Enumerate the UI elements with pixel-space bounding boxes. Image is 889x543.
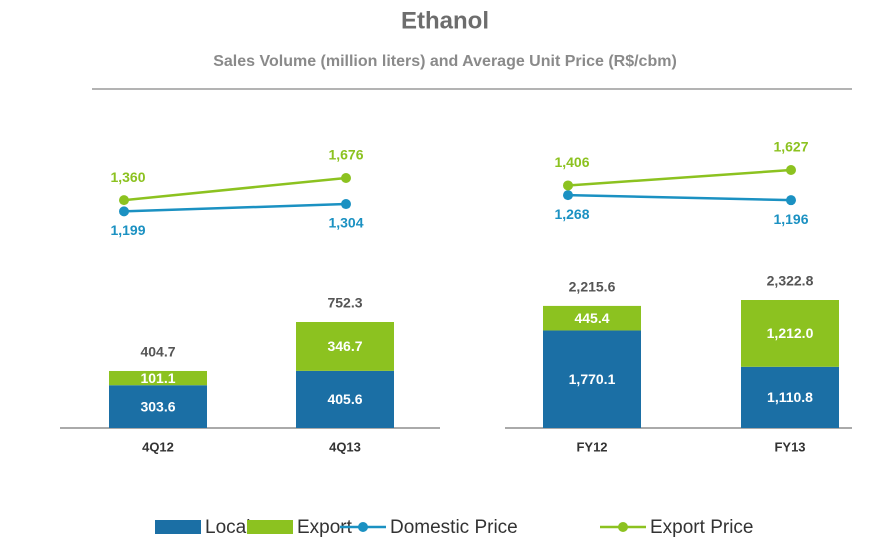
price-point <box>786 195 796 206</box>
chart-subtitle: Sales Volume (million liters) and Averag… <box>213 53 677 70</box>
price-label: 1,196 <box>773 211 808 227</box>
price-line <box>123 202 347 213</box>
legend-dot <box>358 522 368 532</box>
price-label: 1,199 <box>110 222 145 238</box>
legend-label: Local <box>205 517 250 538</box>
price-label: 1,406 <box>554 154 589 170</box>
price-point <box>563 180 573 191</box>
legend-label: Domestic Price <box>390 517 518 538</box>
bar-label: 1,110.8 <box>767 389 813 405</box>
price-point <box>119 195 129 206</box>
price-label: 1,627 <box>773 139 808 155</box>
bar-label: 1,212.0 <box>767 325 814 341</box>
price-label: 1,360 <box>110 169 145 185</box>
legend-label: Export Price <box>650 517 753 538</box>
total-label: 404.7 <box>140 344 175 360</box>
price-point <box>119 206 129 217</box>
chart-title: Ethanol <box>401 7 489 34</box>
bar-segment <box>296 370 394 428</box>
price-point <box>563 190 573 201</box>
bar-label: 346.7 <box>327 338 362 354</box>
bar-label: 405.6 <box>327 391 362 407</box>
x-tick-label: FY13 <box>774 439 805 454</box>
legend-swatch <box>247 520 293 534</box>
bar-segment <box>741 366 839 428</box>
price-label: 1,304 <box>328 215 363 231</box>
price-label: 1,676 <box>328 147 363 163</box>
x-tick-label: 4Q12 <box>142 439 174 454</box>
legend-dot <box>618 522 628 532</box>
bar-label: 303.6 <box>140 398 175 414</box>
price-line <box>567 193 792 202</box>
bar-segment <box>109 370 207 386</box>
price-point <box>341 199 351 210</box>
x-tick-label: FY12 <box>576 439 607 454</box>
bar-label: 445.4 <box>574 310 609 326</box>
bar-segment <box>109 385 207 428</box>
total-label: 752.3 <box>327 295 362 311</box>
bar-segment <box>741 300 839 367</box>
bar-segment <box>543 305 641 331</box>
price-label: 1,268 <box>554 206 589 222</box>
price-line <box>123 176 347 202</box>
price-line <box>567 168 792 187</box>
bar-label: 1,770.1 <box>569 371 616 387</box>
total-label: 2,215.6 <box>569 279 616 295</box>
x-tick-label: 4Q13 <box>329 439 361 454</box>
price-point <box>786 165 796 175</box>
bar-label: 101.1 <box>140 370 175 386</box>
legend-label: Export <box>297 517 353 538</box>
price-point <box>341 173 351 183</box>
bar-segment <box>543 330 641 428</box>
total-label: 2,322.8 <box>767 273 814 289</box>
legend-swatch <box>155 520 201 534</box>
bar-segment <box>296 322 394 371</box>
